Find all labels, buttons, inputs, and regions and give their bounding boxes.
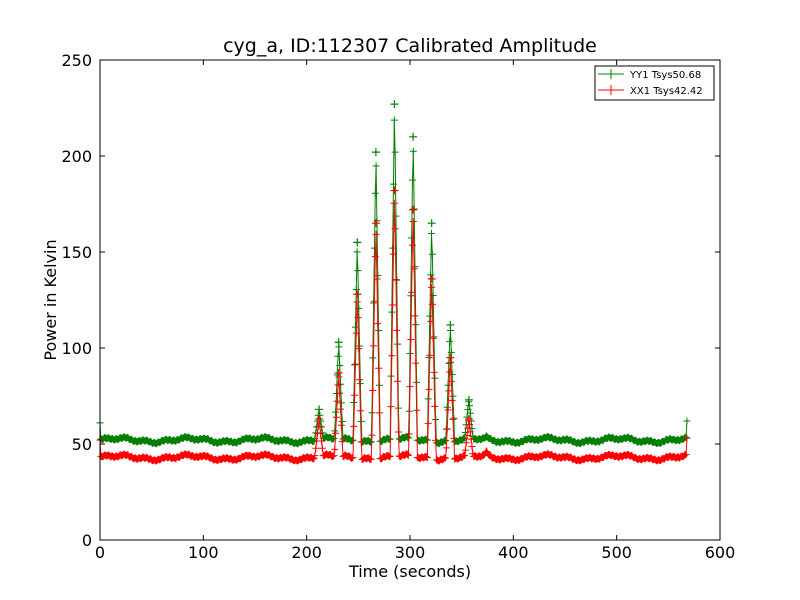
chart-title: cyg_a, ID:112307 Calibrated Amplitude bbox=[223, 35, 597, 57]
legend-label-xx1: XX1 Tsys42.42 bbox=[630, 86, 703, 97]
peak-point-yy1 bbox=[446, 320, 455, 329]
peak-point-yy1 bbox=[315, 405, 324, 414]
peak-point-xx1 bbox=[446, 353, 455, 362]
x-tick-label: 300 bbox=[395, 543, 426, 562]
peak-point-xx1 bbox=[315, 415, 324, 424]
peak-point-xx1 bbox=[371, 219, 380, 228]
y-tick-label: 100 bbox=[61, 339, 92, 358]
peak-point-xx1 bbox=[427, 274, 436, 283]
y-tick-label: 0 bbox=[82, 531, 92, 550]
peak-point-yy1 bbox=[464, 395, 473, 404]
x-tick-label: 600 bbox=[705, 543, 736, 562]
y-tick-label: 50 bbox=[72, 435, 92, 454]
legend-box bbox=[594, 65, 715, 101]
peak-point-yy1 bbox=[353, 238, 362, 247]
peak-point-yy1 bbox=[409, 132, 418, 141]
y-tick-label: 250 bbox=[61, 51, 92, 70]
y-tick-label: 150 bbox=[61, 243, 92, 262]
series-yy1 bbox=[96, 100, 691, 448]
legend-label-yy1: YY1 Tsys50.68 bbox=[629, 70, 701, 81]
x-tick-label: 400 bbox=[498, 543, 529, 562]
series-xx1 bbox=[96, 186, 691, 465]
peak-point-yy1 bbox=[482, 432, 491, 441]
peak-point-yy1 bbox=[427, 219, 436, 228]
peak-point-xx1 bbox=[482, 447, 491, 456]
ticks-layer: 0 100 200 300 400 500 600 0 50 100 150 200 250 bbox=[61, 51, 735, 562]
peak-point-yy1 bbox=[334, 338, 343, 347]
series-layer bbox=[96, 100, 691, 465]
peak-point-yy1 bbox=[371, 148, 380, 157]
y-tick-label: 200 bbox=[61, 147, 92, 166]
x-tick-label: 0 bbox=[95, 543, 105, 562]
x-tick-label: 100 bbox=[188, 543, 219, 562]
peak-point-xx1 bbox=[334, 368, 343, 377]
x-tick-label: 500 bbox=[601, 543, 632, 562]
peak-point-xx1 bbox=[390, 186, 399, 195]
legend: YY1 Tsys50.68 XX1 Tsys42.42 bbox=[594, 65, 715, 101]
peak-point-xx1 bbox=[464, 415, 473, 424]
peak-point-xx1 bbox=[353, 290, 362, 299]
peak-point-xx1 bbox=[409, 205, 418, 214]
peak-point-yy1 bbox=[390, 100, 399, 109]
x-axis-title: Time (seconds) bbox=[348, 562, 471, 581]
x-tick-label: 200 bbox=[291, 543, 322, 562]
y-axis-title: Power in Kelvin bbox=[41, 239, 60, 360]
